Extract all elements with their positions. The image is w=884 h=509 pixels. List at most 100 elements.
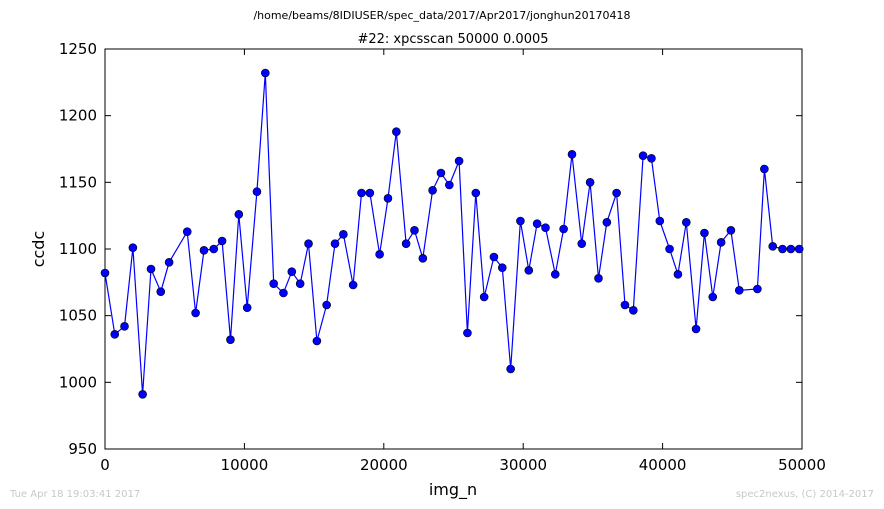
data-point [234, 210, 244, 219]
data-point [128, 243, 138, 252]
data-point [691, 324, 701, 334]
data-point [768, 242, 778, 251]
footer-timestamp: Tue Apr 18 19:03:41 2017 [9, 489, 140, 500]
data-point [436, 168, 446, 178]
data-point [454, 156, 464, 166]
data-point [348, 280, 358, 290]
axis-ticks: 0 10000 20000 30000 40000 50000 950 1000 1050 110… [59, 40, 826, 474]
data-point [375, 250, 384, 259]
data-point [778, 244, 787, 254]
data-point [602, 218, 612, 227]
data-point [217, 236, 227, 246]
data-point [156, 287, 166, 296]
data-point [516, 216, 525, 226]
y-tick-label: 1000 [59, 373, 97, 391]
data-point [585, 178, 595, 187]
data-point [471, 188, 481, 198]
data-point [786, 244, 796, 254]
x-tick-label: 40000 [639, 456, 687, 474]
x-tick-label: 10000 [221, 456, 269, 474]
y-tick-label: 1250 [59, 40, 97, 58]
data-point [226, 335, 235, 344]
data-point [401, 239, 411, 248]
data-point [392, 127, 401, 136]
y-tick-label: 1100 [59, 240, 97, 258]
data-point [638, 151, 648, 160]
data-point [489, 252, 499, 262]
chart-title: #22: xpcsscan 50000 0.0005 [357, 32, 548, 47]
data-point [629, 306, 638, 315]
data-point [726, 226, 736, 235]
x-tick-label: 50000 [778, 456, 826, 474]
series-line [104, 72, 800, 395]
data-point [410, 226, 419, 235]
y-axis-label: ccdc [29, 231, 48, 268]
data-point [524, 266, 534, 275]
data-point [700, 228, 709, 238]
data-point [110, 330, 120, 339]
data-point [673, 270, 683, 279]
data-point [295, 279, 305, 288]
data-point [261, 68, 270, 78]
data-point [322, 300, 331, 310]
data-point [209, 244, 219, 254]
data-point [463, 328, 472, 338]
data-point [445, 180, 454, 190]
data-point [532, 219, 542, 228]
data-point [138, 390, 147, 399]
data-point [594, 274, 603, 283]
data-point [559, 224, 568, 234]
x-tick-label: 20000 [360, 456, 408, 474]
data-point [146, 264, 156, 274]
data-point [279, 288, 288, 298]
data-point [681, 218, 691, 227]
data-point [734, 286, 744, 295]
data-point [339, 230, 348, 239]
data-point [497, 263, 507, 272]
y-tick-label: 1050 [59, 307, 97, 325]
y-tick-label: 950 [68, 440, 97, 458]
data-point [269, 279, 278, 288]
data-point [312, 336, 322, 346]
data-point [252, 187, 262, 196]
chart-suptitle: /home/beams/8IDIUSER/spec_data/2017/Apr2… [253, 9, 630, 22]
x-tick-label: 0 [100, 456, 110, 474]
data-point [100, 268, 110, 278]
data-point [164, 258, 174, 267]
data-point [567, 150, 577, 159]
data-point [242, 303, 252, 312]
data-point [753, 284, 762, 294]
y-tick-label: 1200 [59, 107, 97, 125]
data-point [506, 364, 515, 374]
data-point [577, 239, 587, 248]
x-axis-label: img_n [429, 480, 477, 500]
data-point [365, 188, 375, 198]
data-point [665, 244, 674, 254]
x-tick-label: 30000 [499, 456, 547, 474]
data-point [199, 246, 209, 255]
footer-credit: spec2nexus, (C) 2014-2017 [736, 489, 874, 500]
data-point [418, 254, 428, 263]
data-point [708, 292, 718, 302]
data-point [647, 154, 656, 163]
data-point [541, 223, 550, 232]
data-point [287, 267, 297, 276]
data-point [120, 322, 129, 331]
y-tick-label: 1150 [59, 173, 97, 191]
data-point [612, 188, 621, 198]
data-point [182, 227, 192, 236]
data-point [357, 188, 366, 198]
data-point [550, 270, 560, 279]
data-point [330, 239, 340, 248]
data-point [304, 239, 313, 248]
data-series [100, 68, 804, 399]
data-point [620, 300, 630, 310]
data-point [479, 292, 489, 302]
data-point [760, 164, 769, 174]
data-point [794, 244, 804, 254]
data-point [191, 308, 200, 318]
data-point [716, 238, 726, 247]
data-point [655, 216, 665, 226]
data-point [428, 186, 437, 195]
